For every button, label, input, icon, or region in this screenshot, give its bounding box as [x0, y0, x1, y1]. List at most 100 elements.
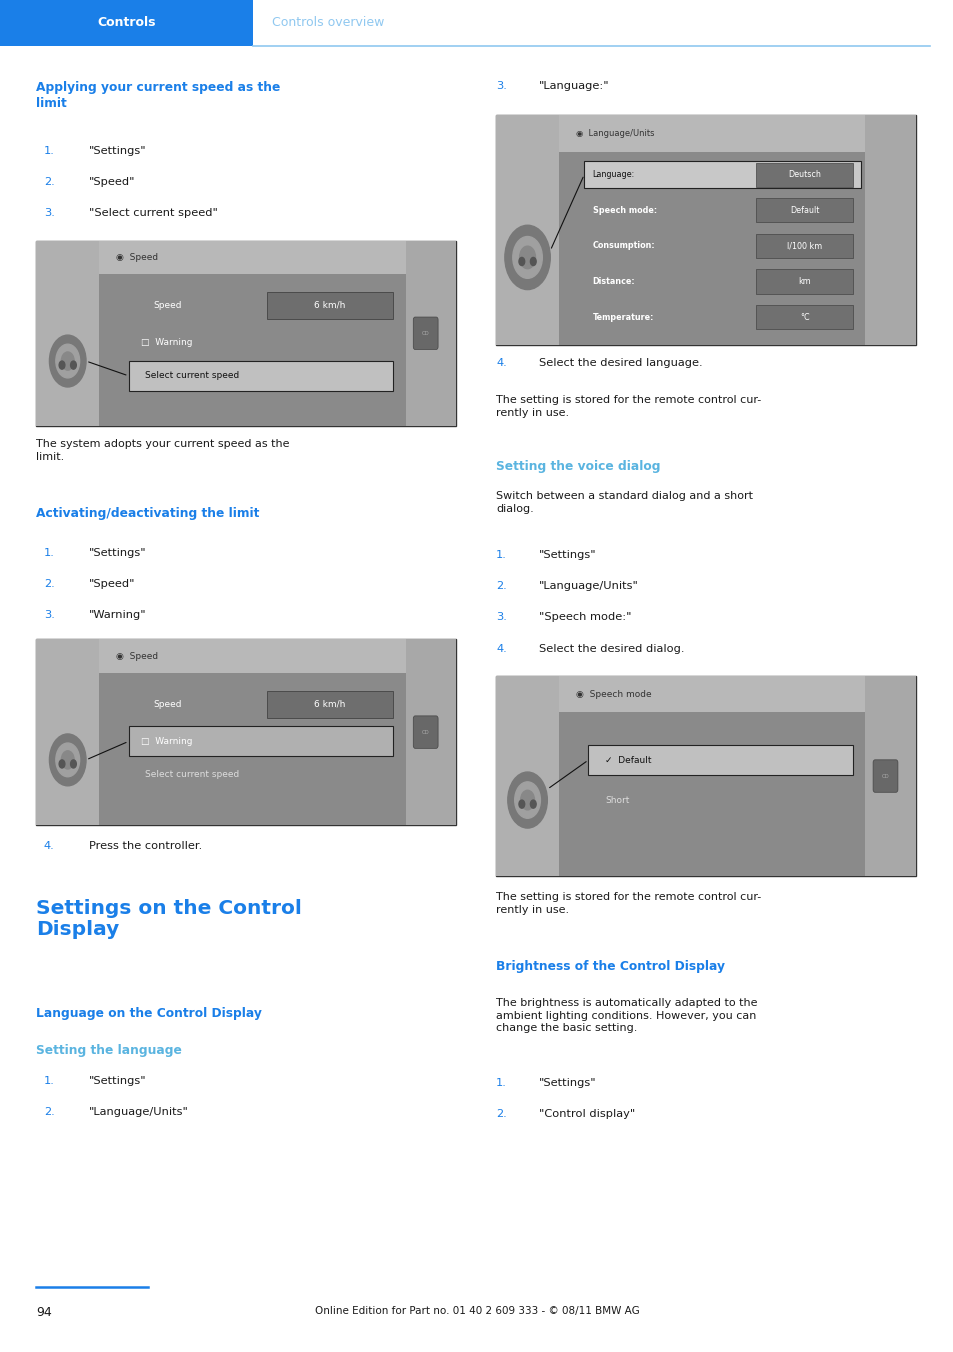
Circle shape: [518, 257, 524, 265]
Text: ◉  Speech mode: ◉ Speech mode: [576, 690, 651, 699]
Text: Speed: Speed: [153, 301, 182, 310]
Text: Settings on the Control
Display: Settings on the Control Display: [36, 899, 302, 940]
Text: "Settings": "Settings": [538, 1078, 596, 1087]
Text: Temperature:: Temperature:: [592, 312, 654, 322]
Text: 2.: 2.: [496, 581, 506, 591]
Text: "Speed": "Speed": [89, 177, 135, 187]
Text: Default: Default: [789, 206, 819, 215]
Circle shape: [71, 361, 76, 369]
Text: 2.: 2.: [496, 1109, 506, 1118]
Text: Select current speed: Select current speed: [145, 771, 239, 779]
Text: "Settings": "Settings": [538, 550, 596, 560]
Circle shape: [50, 335, 86, 387]
Circle shape: [530, 800, 536, 808]
FancyBboxPatch shape: [99, 673, 405, 825]
FancyBboxPatch shape: [267, 292, 393, 319]
Text: Speed: Speed: [153, 700, 182, 708]
Circle shape: [59, 760, 65, 768]
Text: "Settings": "Settings": [89, 548, 146, 557]
Text: ◉  Speed: ◉ Speed: [116, 652, 158, 661]
Text: CD: CD: [881, 773, 888, 779]
FancyBboxPatch shape: [99, 639, 405, 673]
Text: 1.: 1.: [44, 1076, 54, 1086]
Text: "Settings": "Settings": [89, 146, 146, 155]
Circle shape: [71, 760, 76, 768]
Text: "Language/Units": "Language/Units": [538, 581, 639, 591]
Circle shape: [518, 800, 524, 808]
FancyBboxPatch shape: [756, 306, 852, 330]
FancyBboxPatch shape: [99, 241, 405, 274]
FancyBboxPatch shape: [267, 691, 393, 718]
Text: °C: °C: [799, 312, 808, 322]
Text: Online Edition for Part no. 01 40 2 609 333 - © 08/11 BMW AG: Online Edition for Part no. 01 40 2 609 …: [314, 1306, 639, 1315]
Text: 1.: 1.: [496, 1078, 506, 1087]
Text: "Select current speed": "Select current speed": [89, 208, 217, 218]
Text: 1.: 1.: [496, 550, 506, 560]
Circle shape: [56, 345, 79, 379]
FancyBboxPatch shape: [496, 676, 558, 876]
Text: Controls overview: Controls overview: [272, 16, 384, 30]
FancyBboxPatch shape: [36, 639, 456, 825]
Circle shape: [520, 791, 534, 810]
Text: 2.: 2.: [44, 1107, 54, 1117]
Text: Language on the Control Display: Language on the Control Display: [36, 1007, 262, 1021]
FancyBboxPatch shape: [36, 241, 456, 426]
FancyBboxPatch shape: [129, 361, 393, 391]
Text: 2.: 2.: [44, 579, 54, 588]
Text: Deutsch: Deutsch: [787, 170, 821, 180]
Text: Brightness of the Control Display: Brightness of the Control Display: [496, 960, 724, 973]
Circle shape: [519, 246, 535, 269]
FancyBboxPatch shape: [36, 639, 99, 825]
Text: Short: Short: [604, 795, 629, 804]
Text: 3.: 3.: [44, 610, 54, 619]
Text: Applying your current speed as the
limit: Applying your current speed as the limit: [36, 81, 280, 110]
Text: 1.: 1.: [44, 548, 54, 557]
Text: Distance:: Distance:: [592, 277, 635, 287]
FancyBboxPatch shape: [864, 676, 915, 876]
Text: Setting the language: Setting the language: [36, 1044, 182, 1057]
Text: "Language:": "Language:": [538, 81, 609, 91]
Text: The system adopts your current speed as the
limit.: The system adopts your current speed as …: [36, 439, 290, 462]
Text: "Speech mode:": "Speech mode:": [538, 612, 631, 622]
FancyBboxPatch shape: [872, 760, 897, 792]
Text: The brightness is automatically adapted to the
ambient lighting conditions. Howe: The brightness is automatically adapted …: [496, 998, 757, 1033]
Circle shape: [530, 257, 536, 265]
Text: Activating/deactivating the limit: Activating/deactivating the limit: [36, 507, 259, 521]
FancyBboxPatch shape: [756, 199, 852, 223]
Text: 2.: 2.: [44, 177, 54, 187]
Text: Select the desired language.: Select the desired language.: [538, 358, 702, 368]
FancyBboxPatch shape: [756, 269, 852, 293]
Text: Controls: Controls: [97, 16, 156, 30]
Text: "Speed": "Speed": [89, 579, 135, 588]
Text: ✓  Default: ✓ Default: [604, 756, 651, 764]
FancyBboxPatch shape: [99, 274, 405, 426]
Text: 6 km/h: 6 km/h: [314, 301, 345, 310]
Text: Switch between a standard dialog and a short
dialog.: Switch between a standard dialog and a s…: [496, 491, 752, 514]
FancyBboxPatch shape: [558, 115, 864, 151]
Text: Consumption:: Consumption:: [592, 242, 655, 250]
FancyBboxPatch shape: [864, 115, 915, 345]
Text: "Control display": "Control display": [538, 1109, 635, 1118]
Text: Select current speed: Select current speed: [145, 372, 239, 380]
Text: 6 km/h: 6 km/h: [314, 700, 345, 708]
Text: 3.: 3.: [44, 208, 54, 218]
FancyBboxPatch shape: [558, 151, 864, 345]
Text: l/100 km: l/100 km: [786, 242, 821, 250]
FancyBboxPatch shape: [756, 234, 852, 258]
Text: ◉  Speed: ◉ Speed: [116, 253, 158, 262]
Text: Press the controller.: Press the controller.: [89, 841, 202, 850]
Circle shape: [507, 772, 547, 827]
Text: 4.: 4.: [496, 358, 506, 368]
FancyBboxPatch shape: [405, 241, 456, 426]
Text: The setting is stored for the remote control cur-
rently in use.: The setting is stored for the remote con…: [496, 892, 760, 915]
Circle shape: [56, 744, 79, 777]
Circle shape: [504, 226, 550, 289]
FancyBboxPatch shape: [496, 676, 915, 876]
Text: 94: 94: [36, 1306, 52, 1320]
FancyBboxPatch shape: [405, 639, 456, 825]
Text: ◉  Language/Units: ◉ Language/Units: [576, 128, 654, 138]
Circle shape: [61, 352, 74, 370]
Circle shape: [513, 237, 541, 279]
Circle shape: [515, 781, 539, 818]
Text: "Settings": "Settings": [89, 1076, 146, 1086]
